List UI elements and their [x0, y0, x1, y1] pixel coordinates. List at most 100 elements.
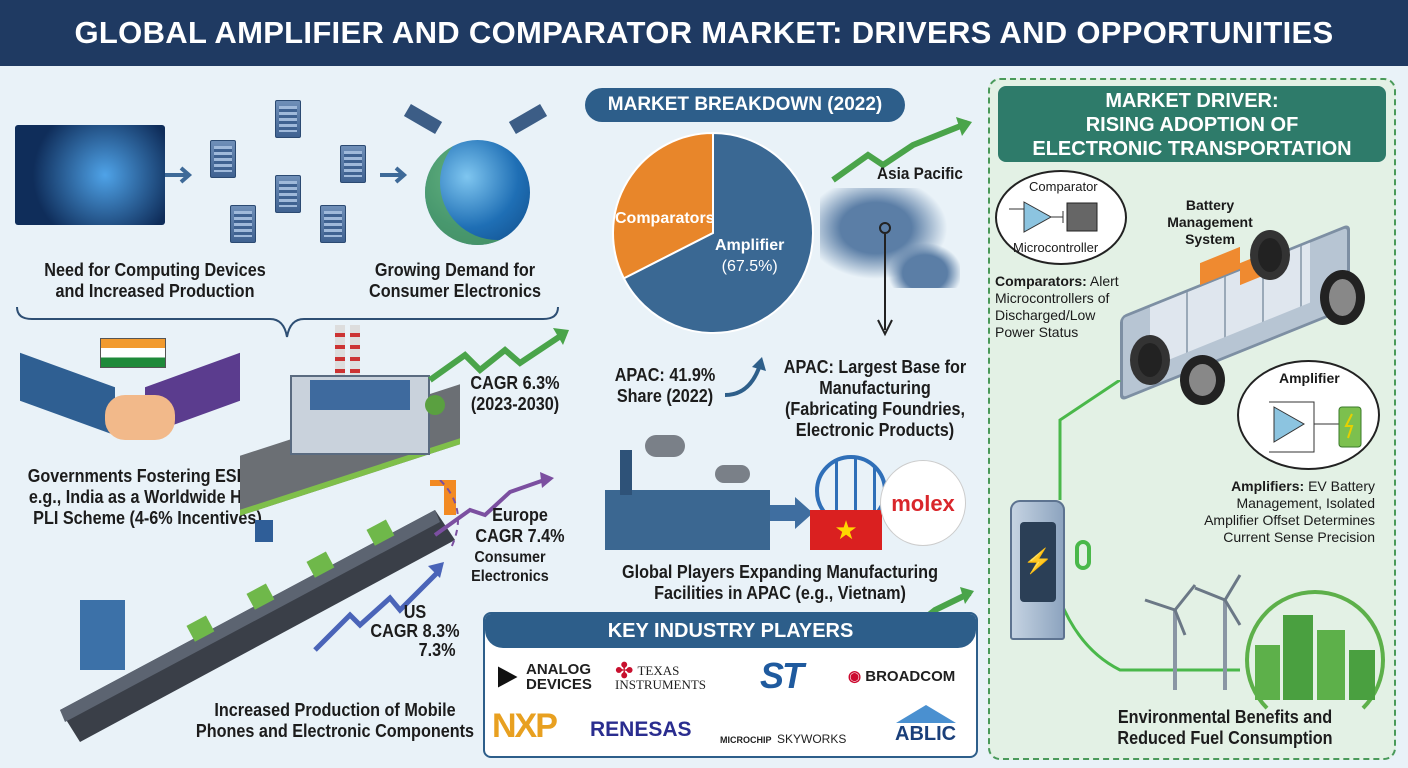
ev-charger-image: ⚡ — [1010, 500, 1065, 640]
market-pie-chart — [612, 131, 814, 334]
amplifiers-description: Amplifiers: EV Battery Management, Isola… — [1190, 478, 1375, 546]
amplifier-circuit-icon — [1269, 401, 1362, 453]
market-breakdown-title: MARKET BREAKDOWN (2022) — [585, 88, 905, 122]
texas-instruments-logo: ✤ TEXAS INSTRUMENTS — [615, 658, 707, 692]
arrow-icon — [380, 166, 408, 184]
amplifier-callout: Amplifier — [1237, 360, 1380, 470]
industrial-factory-image — [605, 435, 770, 550]
factory-image — [240, 325, 460, 516]
arrow-icon — [165, 166, 193, 184]
ablic-mark-icon — [895, 705, 956, 723]
renesas-logo: RENESAS — [590, 718, 692, 741]
consumer-label: Growing Demand for Consumer Electronics — [320, 260, 590, 302]
curved-arrow-icon — [724, 357, 766, 397]
green-city-image — [1245, 590, 1385, 730]
ev-panel-header: MARKET DRIVER: RISING ADOPTION OF ELECTRON… — [998, 86, 1386, 162]
pie-slice-amplifier — [622, 131, 814, 334]
handshake-image — [20, 352, 240, 455]
asia-pacific-label: Asia Pacific — [877, 164, 963, 183]
skyworks-logo: SKYWORKS — [777, 732, 847, 746]
wind-turbines-image — [1144, 574, 1242, 690]
microchip-logo: MICROCHIP — [720, 735, 772, 745]
comparators-description: Comparators: Alert Microcontrollers of D… — [995, 273, 1135, 341]
text-line: BROADCOM — [865, 668, 956, 685]
text-line: and Increased Production — [55, 281, 255, 301]
apac-share: APAC: 41.9% Share (2022) — [607, 365, 724, 407]
page-title: GLOBAL AMPLIFIER AND COMPARATOR MARKET: … — [0, 0, 1408, 66]
text-line: ELECTRONIC TRANSPORTATION — [1032, 138, 1352, 160]
microcontroller-label: Microcontroller — [1013, 240, 1099, 255]
text-line: Phones and Electronic Components — [195, 721, 475, 741]
text-line: Environmental Benefits and — [1117, 707, 1333, 727]
text-line: Amplifiers: — [1231, 478, 1305, 494]
bms-label: Battery Management System — [1160, 197, 1260, 248]
global-players-label: Global Players Expanding Manufacturing Fa… — [609, 562, 951, 604]
nxp-logo: NXP — [492, 707, 558, 745]
text-line: Comparators: — [995, 273, 1087, 289]
brace — [16, 306, 559, 338]
broadcom-logo: ◉ BROADCOM — [848, 667, 955, 685]
text-line: (2023-2030) — [470, 394, 560, 414]
text-line: CAGR 8.3% — [370, 621, 460, 641]
text-line: Global Players Expanding Manufacturing — [622, 562, 938, 582]
text-line: Governments Fostering ESDM: — [27, 466, 268, 486]
text-line: Management — [1167, 214, 1253, 230]
india-flag — [100, 338, 166, 368]
satellite-icon — [508, 103, 548, 135]
text-line: ABLIC — [895, 723, 957, 745]
text-line: Facilities in APAC (e.g., Vietnam) — [654, 583, 906, 603]
down-arrow-icon — [877, 222, 893, 337]
growth-arrow-green — [831, 117, 972, 183]
apac-base-label: APAC: Largest Base for Manufacturing (Fabr… — [781, 357, 970, 441]
text-line: EV Battery Management, Isolated Amplifie… — [1204, 478, 1375, 545]
text-line: INSTRUMENTS — [615, 677, 707, 692]
text-line: Increased Production of Mobile — [214, 700, 456, 720]
text-line: Growing Demand for — [374, 260, 536, 280]
text-line: ANALOG DEVICES — [526, 661, 592, 693]
text-line: CAGR 6.3% — [470, 373, 560, 393]
pie-label-comparators: Comparators — [615, 210, 715, 227]
text-line: (Fabricating Foundries, — [784, 399, 965, 419]
text-line: TEXAS — [637, 663, 680, 678]
us-cagr: US CAGR 8.3% 7.3% — [366, 603, 465, 660]
lightning-icon: ⚡ — [1020, 522, 1056, 602]
st-logo: ST — [760, 655, 804, 696]
text-line: Share (2022) — [616, 386, 714, 406]
government-label: Governments Fostering ESDM: e.g., India a… — [19, 466, 276, 529]
growth-arrow-purple — [433, 472, 554, 537]
text-line: PLI Scheme (4-6% Incentives) — [33, 508, 262, 528]
amplifier-label: Amplifier — [1279, 370, 1340, 386]
conveyor-belt-image — [60, 480, 459, 742]
growth-arrow-green — [428, 328, 569, 383]
text-line: APAC: 41.9% — [614, 365, 716, 385]
text-line: Europe — [492, 505, 548, 525]
asia-pacific-map — [820, 188, 960, 288]
consumer-electronics-label: Consumer Electronics — [456, 548, 564, 586]
ablic-logo: ABLIC — [895, 705, 956, 746]
text-line: Electronics — [471, 568, 549, 585]
ev-chassis-image — [1090, 223, 1380, 405]
comparator-circuit-icon — [1009, 201, 1098, 233]
text-line: Reduced Fuel Consumption — [1117, 728, 1333, 748]
text-line: Alert Microcontrollers of Discharged/Low… — [995, 273, 1119, 340]
molex-logo: molex — [880, 460, 966, 546]
satellite-icon — [403, 103, 443, 135]
analog-devices-logo: ANALOG DEVICES — [492, 662, 592, 692]
text-line: RISING ADOPTION OF — [1085, 114, 1299, 136]
text-line: CAGR 7.4% — [475, 526, 565, 546]
text-line: Amplifier — [715, 237, 785, 254]
comparator-label: Comparator — [1029, 179, 1098, 194]
growth-arrow-blue — [313, 562, 444, 652]
server-network-image — [200, 95, 380, 255]
text-line: US — [403, 602, 427, 622]
text-line: APAC: Largest Base for — [783, 357, 967, 377]
text-line: 7.3% — [418, 640, 456, 660]
digital-circuit-image — [15, 125, 165, 225]
global-cagr: CAGR 6.3% (2023-2030) — [461, 373, 569, 415]
europe-cagr: Europe CAGR 7.4% — [466, 505, 574, 547]
ti-mark-icon: ✤ — [615, 658, 634, 683]
text-line: (67.5%) — [721, 258, 778, 275]
broadcom-mark-icon: ◉ — [848, 668, 862, 685]
environment-label: Environmental Benefits and Reduced Fuel C… — [1104, 707, 1347, 749]
pie-slice-comparators — [612, 131, 714, 280]
